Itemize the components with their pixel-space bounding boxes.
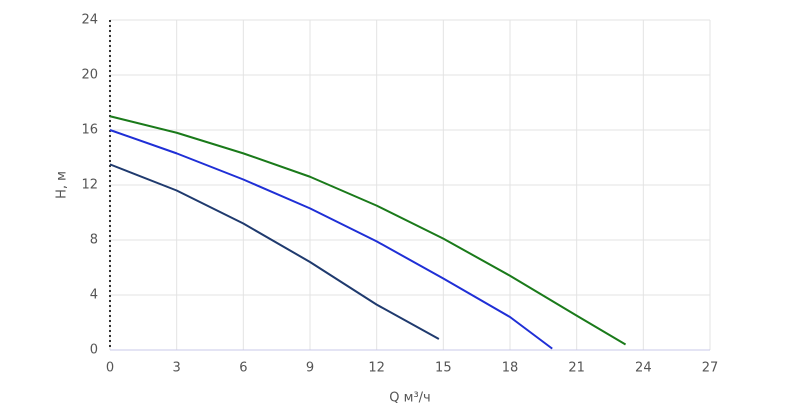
x-tick-label: 12 [368,361,385,376]
x-tick-label: 0 [106,361,114,376]
x-axis-label: Q м³/ч [389,391,430,406]
x-tick-label: 21 [568,361,585,376]
y-tick-label: 0 [90,343,98,358]
y-tick-label: 16 [81,123,98,138]
curve [109,163,440,340]
x-tick-label: 6 [239,361,247,376]
y-tick-label: 12 [81,178,98,193]
y-axis-label: H, м [55,171,70,199]
y-tick-label: 8 [90,233,98,248]
curve [109,129,553,350]
x-tick-label: 27 [702,361,719,376]
x-tick-label: 3 [173,361,181,376]
y-tick-label: 20 [81,68,98,83]
x-tick-label: 9 [306,361,314,376]
x-tick-label: 15 [435,361,452,376]
x-tick-label: 24 [635,361,652,376]
curve [109,115,627,346]
y-tick-label: 4 [90,288,98,303]
y-tick-label: 24 [81,13,98,28]
x-tick-label: 18 [502,361,519,376]
